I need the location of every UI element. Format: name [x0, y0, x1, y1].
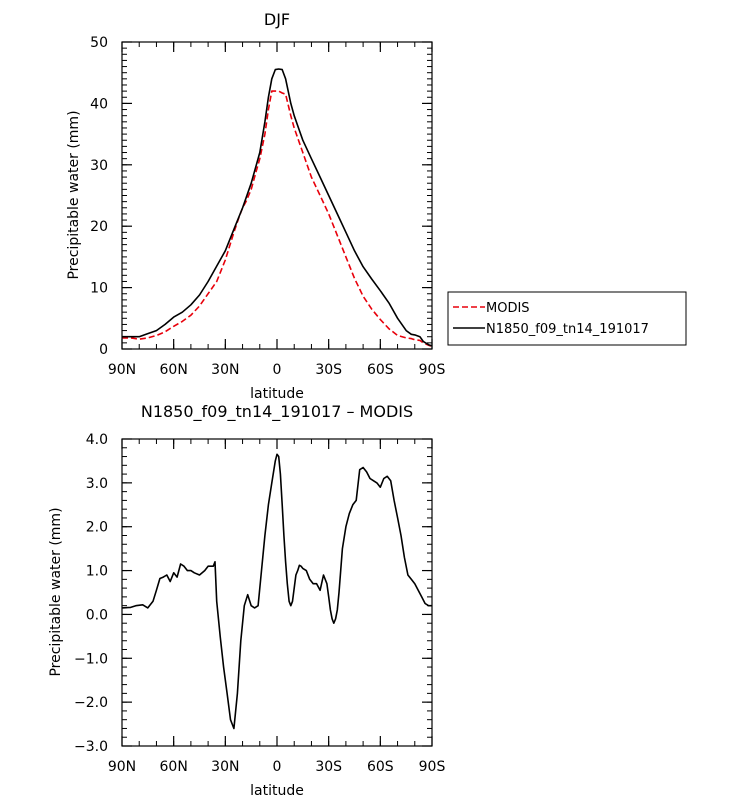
x-tick-label: 60N — [160, 759, 188, 775]
y-tick-label: 0 — [99, 342, 108, 358]
tick-marks — [121, 438, 433, 747]
x-tick-label: 90S — [419, 759, 446, 775]
y-tick-label: 30 — [90, 158, 108, 174]
tick-labels: 90N 60N 30N 0 30S 60S 90S −3.0 −2.0 −1.0 0.0 1.0 2.0… — [74, 432, 445, 775]
x-tick-label: 90N — [108, 362, 136, 378]
y-tick-label: 3.0 — [86, 476, 108, 492]
y-tick-label: −2.0 — [74, 695, 108, 711]
tick-marks — [121, 41, 433, 350]
x-tick-label: 60S — [367, 362, 394, 378]
chart-title: DJF — [264, 10, 290, 29]
y-tick-label: 20 — [90, 219, 108, 235]
x-tick-label: 0 — [273, 362, 282, 378]
y-tick-label: 0.0 — [86, 607, 108, 623]
series-line-difference — [121, 453, 432, 730]
y-tick-label: −3.0 — [74, 739, 108, 755]
legend-label-model: N1850_f09_tn14_191017 — [486, 322, 649, 337]
x-tick-label: 30N — [211, 759, 239, 775]
y-tick-label: −1.0 — [74, 651, 108, 667]
x-tick-label: 0 — [273, 759, 282, 775]
y-tick-label: 4.0 — [86, 432, 108, 448]
x-tick-label: 30S — [315, 759, 342, 775]
tick-labels: 90N 60N 30N 0 30S 60S 90S 0 10 20 30 40 50 — [90, 35, 445, 378]
y-axis-label: Precipitable water (mm) — [48, 507, 64, 676]
legend-label-modis: MODIS — [486, 301, 530, 316]
y-tick-label: 1.0 — [86, 564, 108, 580]
series-line-modis — [122, 90, 433, 348]
plot-frame — [121, 438, 433, 747]
x-axis-label: latitude — [250, 386, 304, 402]
x-tick-label: 60N — [160, 362, 188, 378]
y-axis-label: Precipitable water (mm) — [66, 110, 82, 279]
plot-frame — [121, 41, 433, 350]
y-tick-label: 10 — [90, 281, 108, 297]
x-tick-label: 90S — [419, 362, 446, 378]
chart-difference: N1850_f09_tn14_191017 – MODIS 90N 60N 30N 0… — [48, 402, 445, 799]
chart-title: N1850_f09_tn14_191017 – MODIS — [141, 402, 413, 422]
legend-box — [447, 291, 687, 346]
y-tick-label: 50 — [90, 35, 108, 51]
series-lines — [121, 453, 432, 730]
x-tick-label: 30N — [211, 362, 239, 378]
legend: MODIS N1850_f09_tn14_191017 — [447, 291, 687, 346]
series-line-n1850-f09-tn14-191017 — [122, 68, 433, 347]
y-tick-label: 2.0 — [86, 520, 108, 536]
x-axis-label: latitude — [250, 783, 304, 799]
series-lines — [122, 68, 433, 348]
x-tick-label: 90N — [108, 759, 136, 775]
x-tick-label: 60S — [367, 759, 394, 775]
chart-djf: DJF 90N 60N 30N 0 30S 60S 90S 0 10 20 30 40 50 latit… — [66, 10, 687, 402]
x-tick-label: 30S — [315, 362, 342, 378]
y-tick-label: 40 — [90, 96, 108, 112]
